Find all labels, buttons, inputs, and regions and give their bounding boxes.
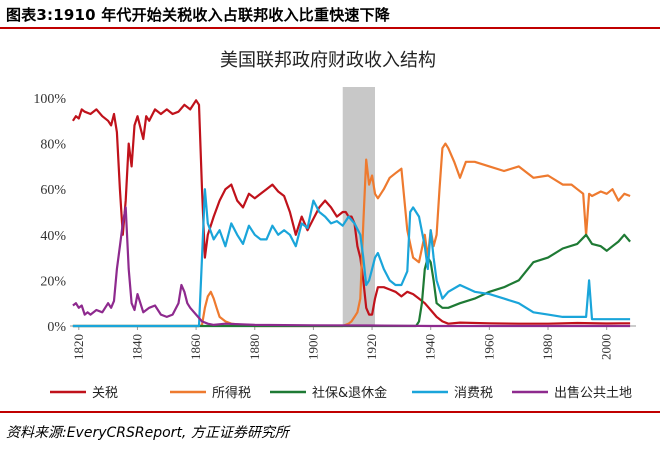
x-tick-label: 1820 (71, 334, 86, 360)
legend-label: 关税 (92, 386, 118, 401)
series-layer (71, 99, 631, 328)
source-note: 资料来源:EveryCRSReport, 方正证券研究所 (6, 425, 289, 441)
y-tick-label: 0% (47, 320, 66, 335)
shaded-period (342, 87, 375, 326)
title-rule (0, 27, 660, 29)
series-line-所得税 (72, 142, 631, 328)
y-tick-label: 100% (33, 92, 66, 107)
shaded-period-layer (342, 87, 375, 326)
figure-title: 图表3:1910 年代开始关税收入占联邦收入比重快速下降 (6, 6, 391, 24)
legend-label: 出售公共土地 (554, 385, 632, 401)
x-tick-label: 1960 (481, 334, 496, 360)
x-tick-label: 1840 (129, 334, 144, 360)
series-line-消费税 (72, 188, 631, 328)
y-tick-label: 80% (40, 138, 66, 153)
x-tick-label: 1980 (540, 334, 555, 360)
series-line-关税 (71, 99, 631, 325)
source-rule (0, 411, 660, 413)
y-tick-label: 40% (40, 229, 66, 244)
chart-title: 美国联邦政府财政收入结构 (220, 50, 436, 71)
legend-label: 消费税 (454, 386, 493, 401)
legend-label: 所得税 (212, 385, 251, 401)
series-line-出售公共土地 (72, 206, 631, 328)
legend: 关税 所得税 社保&退休金 消费税 出售公共土地 (50, 385, 632, 401)
legend-label: 社保&退休金 (312, 385, 387, 401)
x-tick-label: 1880 (247, 334, 262, 360)
x-tick-label: 1940 (423, 334, 438, 360)
x-tick-label: 2000 (599, 334, 614, 360)
x-tick-label: 1900 (305, 334, 320, 360)
y-tick-label: 20% (40, 274, 66, 289)
x-tick-label: 1860 (188, 334, 203, 360)
x-tick-label: 1920 (364, 334, 379, 360)
axis-layer: 0% 20% 40% 60% 80% 100% 1820 1840 1860 1880 1900 19… (33, 92, 636, 360)
y-tick-label: 60% (40, 183, 66, 198)
